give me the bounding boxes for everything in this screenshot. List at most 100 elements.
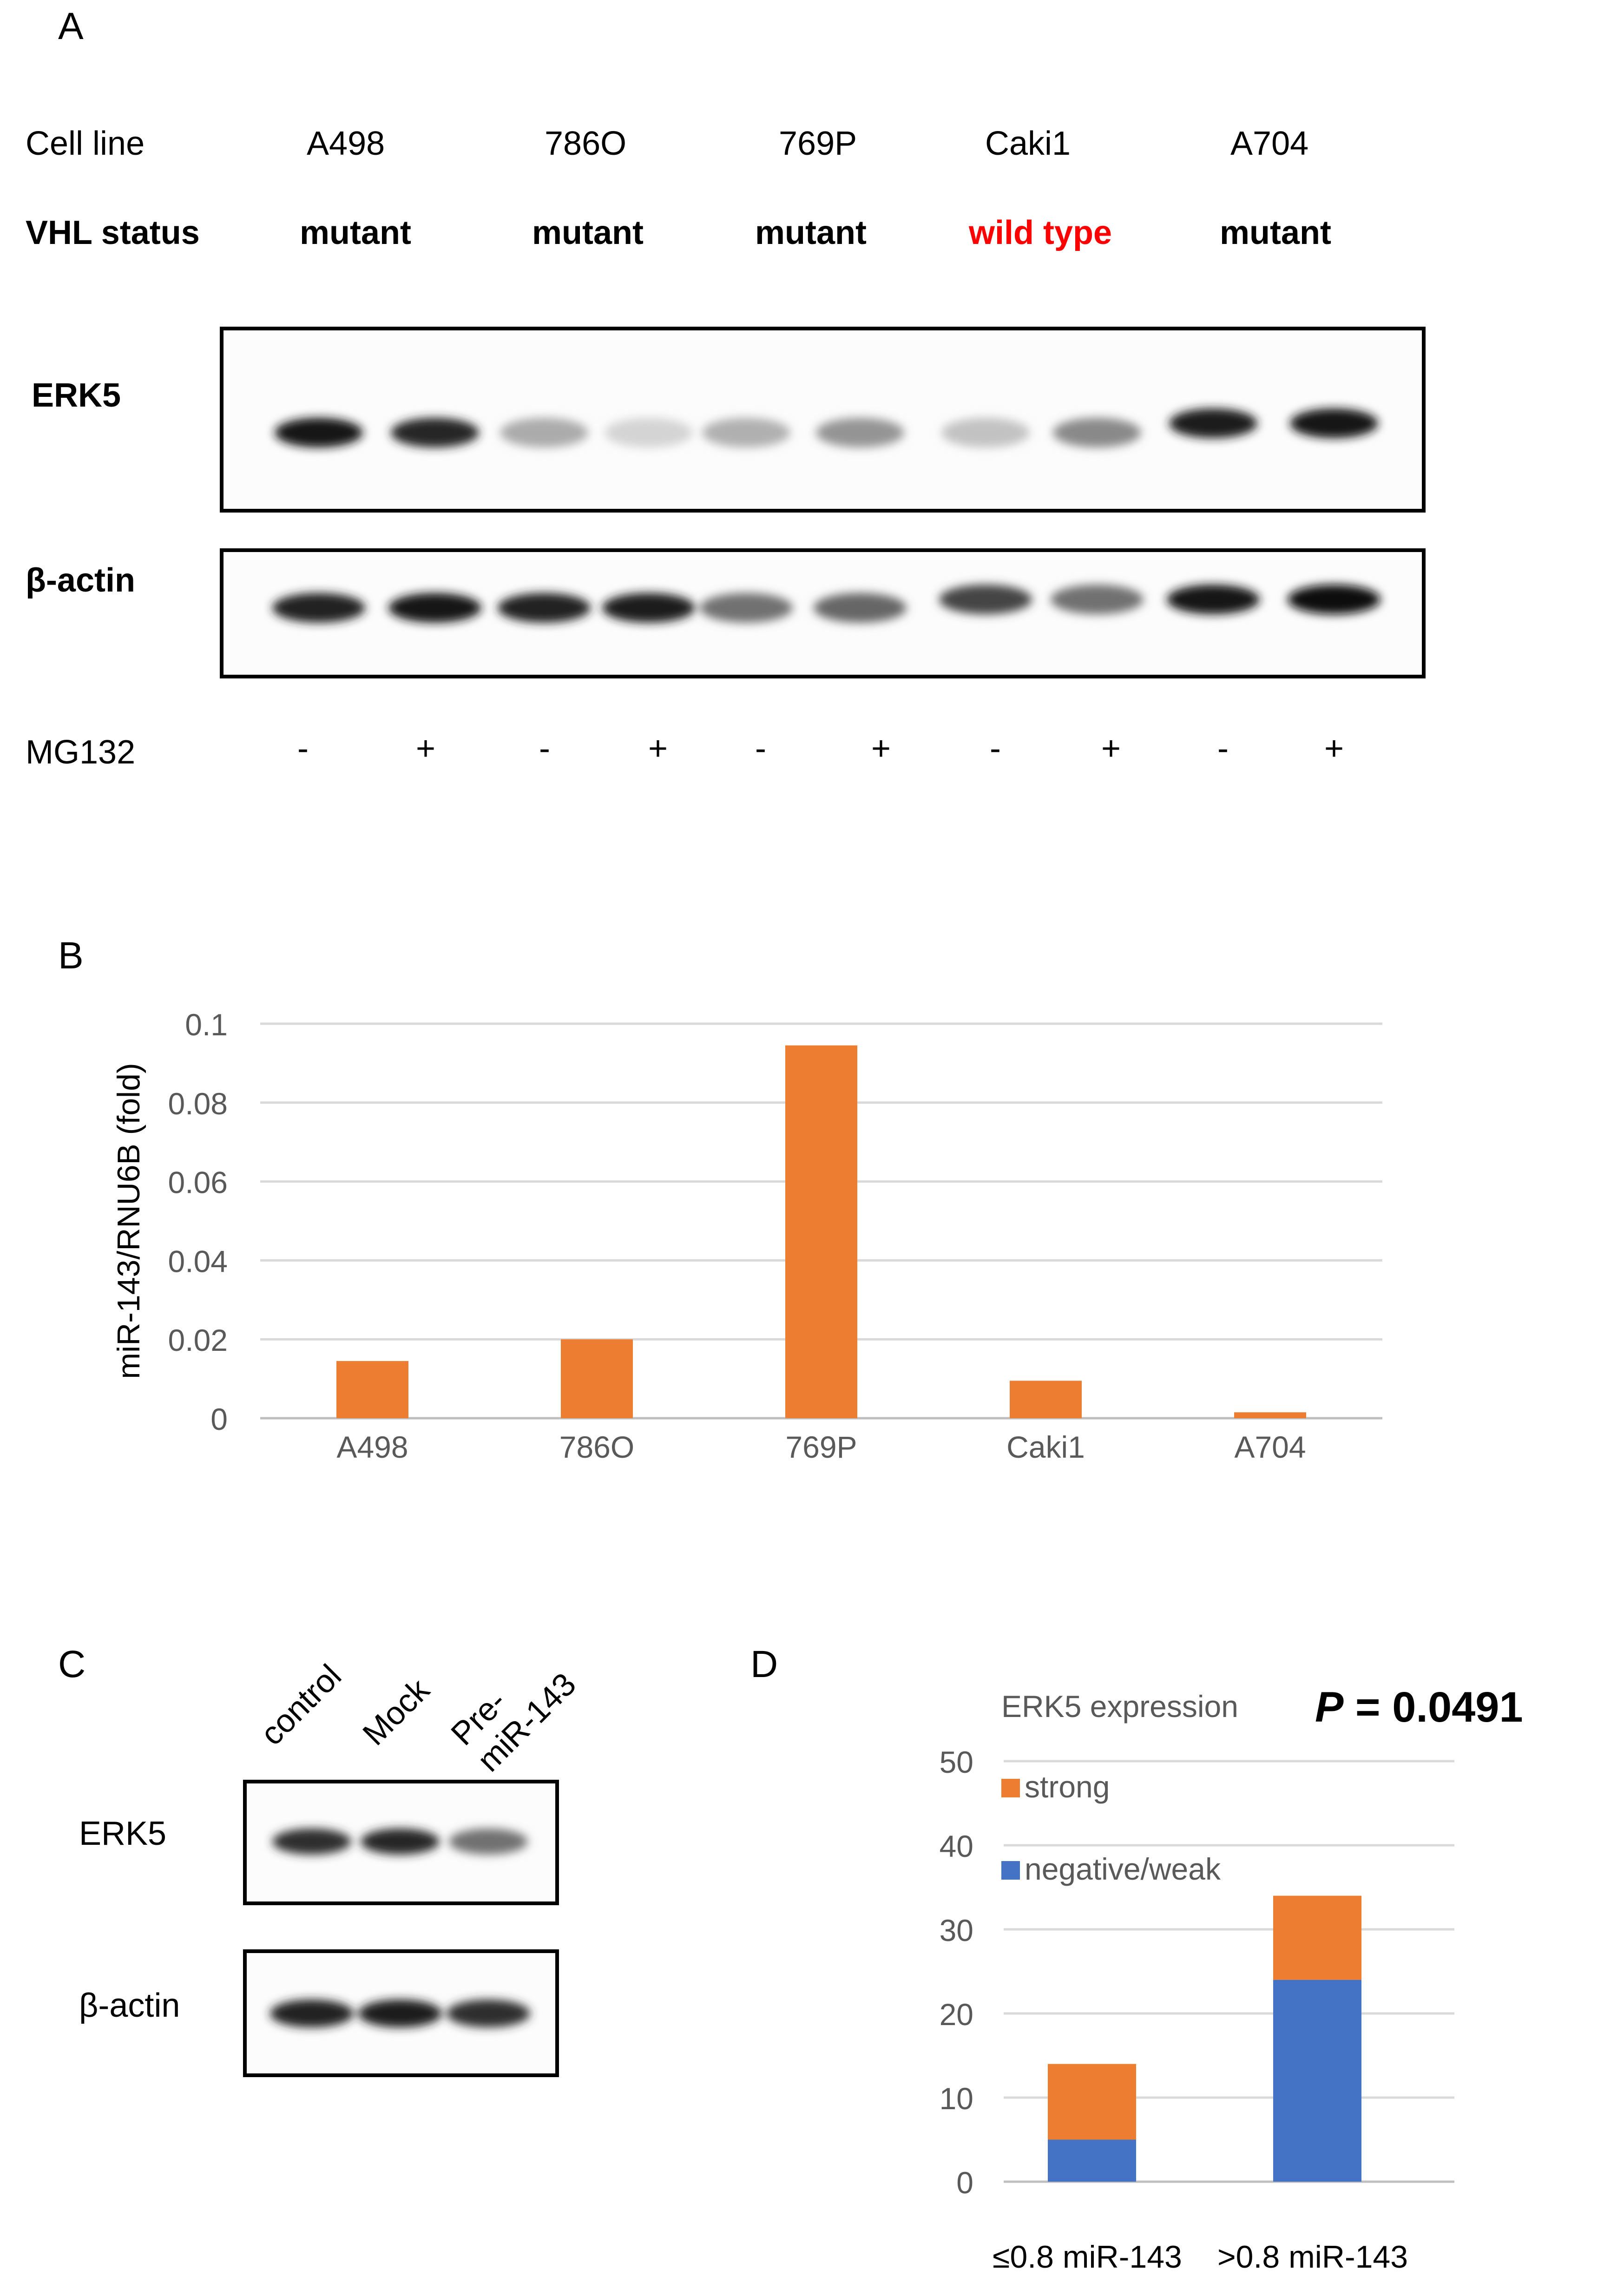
vhl-status-value: mutant	[300, 214, 411, 251]
actin-band-c	[358, 2000, 442, 2027]
actin-blot-a-bands	[272, 585, 1380, 623]
erk5-blot-label-c: ERK5	[79, 1815, 167, 1852]
erk5-band-c	[449, 1829, 528, 1855]
y-tick-label: 20	[940, 1997, 973, 2032]
mg132-sign: -	[297, 730, 309, 767]
cell-line-name: 786O	[545, 125, 627, 162]
bar	[785, 1045, 857, 1418]
lane-label: Pre-miR-143	[444, 1639, 583, 1778]
mg132-sign: -	[755, 730, 766, 767]
y-tick-label: 0.06	[168, 1165, 228, 1200]
legend-label-weak: negative/weak	[1025, 1852, 1221, 1886]
actin-band-c	[447, 2000, 530, 2027]
erk5-band-c	[361, 1829, 440, 1855]
cell-line-name: Caki1	[985, 125, 1071, 162]
actin-band	[388, 593, 481, 623]
chart-d: 0 10 20 30 40 50 ≤0.8 miR-143 >0.8 miR-143 ERK5 …	[940, 1684, 1523, 2275]
panel-c-letter: C	[58, 1643, 86, 1685]
chart-b: 0 0.02 0.04 0.06 0.08 0.1 A498 786O 769P Caki1 A70…	[111, 1007, 1382, 1464]
vhl-status-value-wild-type: wild type	[969, 214, 1112, 251]
mg132-sign: -	[539, 730, 550, 767]
mg132-sign: +	[871, 730, 891, 767]
lane-label: Mock	[355, 1671, 436, 1752]
erk5-blot-label: ERK5	[32, 377, 121, 414]
actin-band	[700, 593, 793, 623]
x-tick-label: ≤0.8 miR-143	[993, 2239, 1182, 2275]
erk5-band	[391, 418, 479, 447]
vhl-status-label: VHL status	[26, 214, 200, 251]
x-tick-label: 769P	[785, 1430, 857, 1464]
bar	[1010, 1381, 1082, 1418]
y-axis-label: miR-143/RNU6B (fold)	[111, 1063, 146, 1379]
mg132-sign: +	[416, 730, 436, 767]
actin-band	[1051, 585, 1144, 614]
cell-line-name: A704	[1230, 125, 1309, 162]
bar	[336, 1361, 408, 1418]
stacked-bar-segment	[1273, 1895, 1361, 1980]
y-tick-label: 30	[940, 1913, 973, 1947]
y-tick-label: 0	[210, 1402, 228, 1436]
y-tick-label: 0.04	[168, 1244, 228, 1278]
erk5-band	[605, 418, 693, 447]
actin-blot-label: β-actin	[26, 562, 135, 599]
actin-band-c	[270, 2000, 354, 2027]
x-tick-label: 786O	[559, 1430, 634, 1464]
actin-band	[498, 593, 591, 623]
stacked-bar-segment	[1048, 2139, 1136, 2182]
actin-blot-c-bands	[270, 2000, 530, 2027]
erk5-band-c	[272, 1829, 351, 1855]
erk5-blot-c	[243, 1780, 559, 1905]
x-tick-label: Caki1	[1006, 1430, 1085, 1464]
erk5-blot-c-bands	[272, 1829, 528, 1855]
cell-line-label: Cell line	[26, 125, 145, 162]
legend-label-strong: strong	[1025, 1770, 1110, 1804]
erk5-band	[941, 418, 1030, 447]
erk5-band	[816, 418, 904, 447]
actin-band	[1288, 585, 1380, 614]
y-tick-label: 40	[940, 1829, 973, 1863]
y-tick-label: 0	[956, 2165, 973, 2200]
erk5-band	[1290, 408, 1378, 438]
y-tick-label: 0.08	[168, 1086, 228, 1121]
x-tick-label: A704	[1234, 1430, 1306, 1464]
panel-b-letter: B	[58, 934, 84, 977]
actin-blot-label-c: β-actin	[79, 1987, 180, 2024]
y-tick-label: 0.1	[185, 1007, 228, 1042]
mg132-sign: -	[1217, 730, 1229, 767]
actin-band	[602, 593, 695, 623]
legend-swatch-strong	[1001, 1779, 1020, 1797]
stacked-bar-segment	[1048, 2064, 1136, 2140]
panel-d-letter: D	[750, 1643, 778, 1685]
x-tick-label: A498	[336, 1430, 408, 1464]
actin-blot-a	[220, 548, 1426, 678]
mg132-sign: -	[990, 730, 1001, 767]
cell-line-name: 769P	[779, 125, 857, 162]
mg132-sign: +	[648, 730, 668, 767]
erk5-band	[702, 418, 790, 447]
legend-swatch-weak	[1001, 1861, 1020, 1880]
x-tick-label: >0.8 miR-143	[1217, 2239, 1408, 2275]
actin-band	[1167, 585, 1260, 614]
panel-c-lane-labels: control Mock Pre-miR-143	[253, 1639, 583, 1778]
erk5-band	[1169, 408, 1257, 438]
actin-band	[272, 593, 365, 623]
erk5-band	[500, 418, 588, 447]
p-value-annotation: P = 0.0491	[1315, 1684, 1523, 1731]
erk5-blot-a	[220, 327, 1426, 513]
mg132-sign: +	[1101, 730, 1121, 767]
lane-label: control	[253, 1658, 348, 1752]
mg132-label: MG132	[26, 734, 136, 771]
y-tick-label: 10	[940, 2081, 973, 2116]
actin-band	[814, 593, 907, 623]
stacked-bar-segment	[1273, 1980, 1361, 2182]
vhl-status-value: mutant	[532, 214, 644, 251]
vhl-status-value: mutant	[1220, 214, 1331, 251]
erk5-blot-a-bands	[275, 408, 1378, 447]
mg132-sign: +	[1324, 730, 1344, 767]
actin-band	[939, 585, 1032, 614]
cell-line-name: A498	[307, 125, 385, 162]
bar	[561, 1339, 633, 1418]
y-tick-label: 50	[940, 1745, 973, 1779]
y-tick-label: 0.02	[168, 1323, 228, 1357]
actin-blot-c	[243, 1949, 559, 2077]
